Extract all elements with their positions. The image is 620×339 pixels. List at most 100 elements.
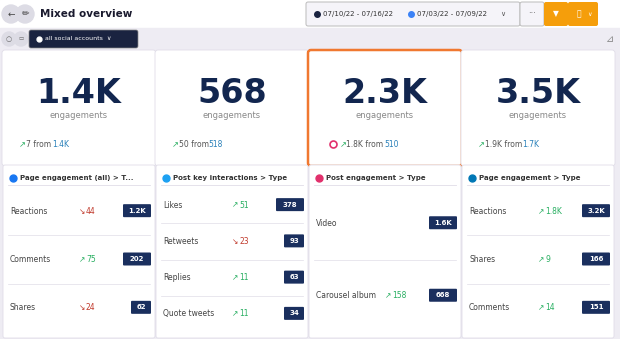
Text: 51: 51 [239,201,249,210]
Circle shape [14,32,28,46]
FancyBboxPatch shape [309,165,461,338]
Text: ↗: ↗ [478,140,485,149]
FancyBboxPatch shape [462,165,614,338]
Text: 378: 378 [283,202,298,207]
FancyBboxPatch shape [568,2,598,26]
Text: ↗: ↗ [538,207,544,216]
FancyBboxPatch shape [284,307,304,320]
Bar [0,0,620,28]
Text: 44: 44 [86,207,95,216]
Text: 1.9K from: 1.9K from [485,140,525,149]
Text: 9: 9 [545,255,550,264]
Text: ↗: ↗ [232,310,238,318]
Text: 3.2K: 3.2K [587,208,605,214]
FancyBboxPatch shape [306,2,520,26]
Text: Post engagement > Type: Post engagement > Type [326,175,425,181]
Text: 668: 668 [436,292,450,298]
Text: Mixed overview: Mixed overview [40,9,133,19]
Text: 166: 166 [589,256,603,262]
Text: 93: 93 [289,238,299,244]
Text: ∨: ∨ [587,12,591,17]
FancyBboxPatch shape [131,301,151,314]
Text: 1.4K: 1.4K [52,140,69,149]
Text: 3.5K: 3.5K [495,77,580,110]
FancyBboxPatch shape [582,301,610,314]
Text: ←: ← [7,9,15,19]
FancyBboxPatch shape [2,50,156,166]
Text: 62: 62 [136,304,146,310]
Text: ↗: ↗ [538,303,544,312]
Text: Quote tweets: Quote tweets [163,310,215,318]
Bar [0,28,620,50]
Text: ↘: ↘ [79,207,86,216]
Text: ↗: ↗ [385,291,391,300]
Text: Page engagement > Type: Page engagement > Type [479,175,580,181]
Text: 75: 75 [86,255,95,264]
Text: Reactions: Reactions [469,207,507,216]
Text: ▼: ▼ [553,9,559,19]
Text: 23: 23 [239,237,249,246]
Text: 518: 518 [208,140,223,149]
FancyBboxPatch shape [582,253,610,265]
Text: engagements: engagements [203,111,261,120]
Text: 🔔: 🔔 [577,9,582,19]
Text: Shares: Shares [469,255,495,264]
Text: engagements: engagements [356,111,414,120]
Text: ∨: ∨ [500,11,505,17]
Text: 07/03/22 - 07/09/22: 07/03/22 - 07/09/22 [417,11,487,17]
Text: Shares: Shares [10,303,36,312]
Text: Reactions: Reactions [10,207,47,216]
Text: ✏: ✏ [21,9,29,19]
Text: ↗: ↗ [340,140,347,149]
Text: 158: 158 [392,291,406,300]
Text: Retweets: Retweets [163,237,198,246]
FancyBboxPatch shape [29,30,138,48]
FancyBboxPatch shape [429,216,457,229]
Text: 510: 510 [384,140,399,149]
Text: 11: 11 [239,310,249,318]
Text: ↗: ↗ [172,140,179,149]
Text: 07/10/22 - 07/16/22: 07/10/22 - 07/16/22 [323,11,393,17]
Circle shape [16,5,34,23]
FancyBboxPatch shape [429,289,457,302]
FancyBboxPatch shape [155,50,309,166]
FancyBboxPatch shape [284,234,304,247]
FancyBboxPatch shape [461,50,615,166]
Text: ↘: ↘ [79,303,86,312]
Text: 1.8K from: 1.8K from [346,140,386,149]
FancyBboxPatch shape [3,165,155,338]
FancyBboxPatch shape [520,2,544,26]
Text: engagements: engagements [509,111,567,120]
FancyBboxPatch shape [276,198,304,211]
FancyBboxPatch shape [308,50,462,166]
FancyBboxPatch shape [123,204,151,217]
FancyBboxPatch shape [582,204,610,217]
Text: ↘: ↘ [232,237,238,246]
FancyBboxPatch shape [544,2,568,26]
Text: 1.7K: 1.7K [522,140,539,149]
Text: 50 from: 50 from [179,140,211,149]
Text: 1.4K: 1.4K [37,77,122,110]
Text: Page engagement (all) > T...: Page engagement (all) > T... [20,175,133,181]
Text: 34: 34 [289,311,299,316]
Text: 24: 24 [86,303,95,312]
Text: Video: Video [316,219,337,228]
Text: ○: ○ [6,36,12,42]
Text: ⊿: ⊿ [606,34,614,44]
Text: Carousel album: Carousel album [316,291,376,300]
Text: 7 from: 7 from [26,140,53,149]
Text: ···: ··· [528,9,536,19]
Text: 568: 568 [197,77,267,110]
Text: 2.3K: 2.3K [343,77,427,110]
Text: all social accounts  ∨: all social accounts ∨ [45,37,112,41]
Text: ↗: ↗ [232,273,238,282]
Text: Likes: Likes [163,201,182,210]
Text: ↗: ↗ [538,255,544,264]
Text: 11: 11 [239,273,249,282]
Text: ↗: ↗ [79,255,86,264]
Text: engagements: engagements [50,111,108,120]
Text: ↗: ↗ [19,140,26,149]
Text: Comments: Comments [469,303,510,312]
Circle shape [2,5,20,23]
Text: 63: 63 [289,274,299,280]
